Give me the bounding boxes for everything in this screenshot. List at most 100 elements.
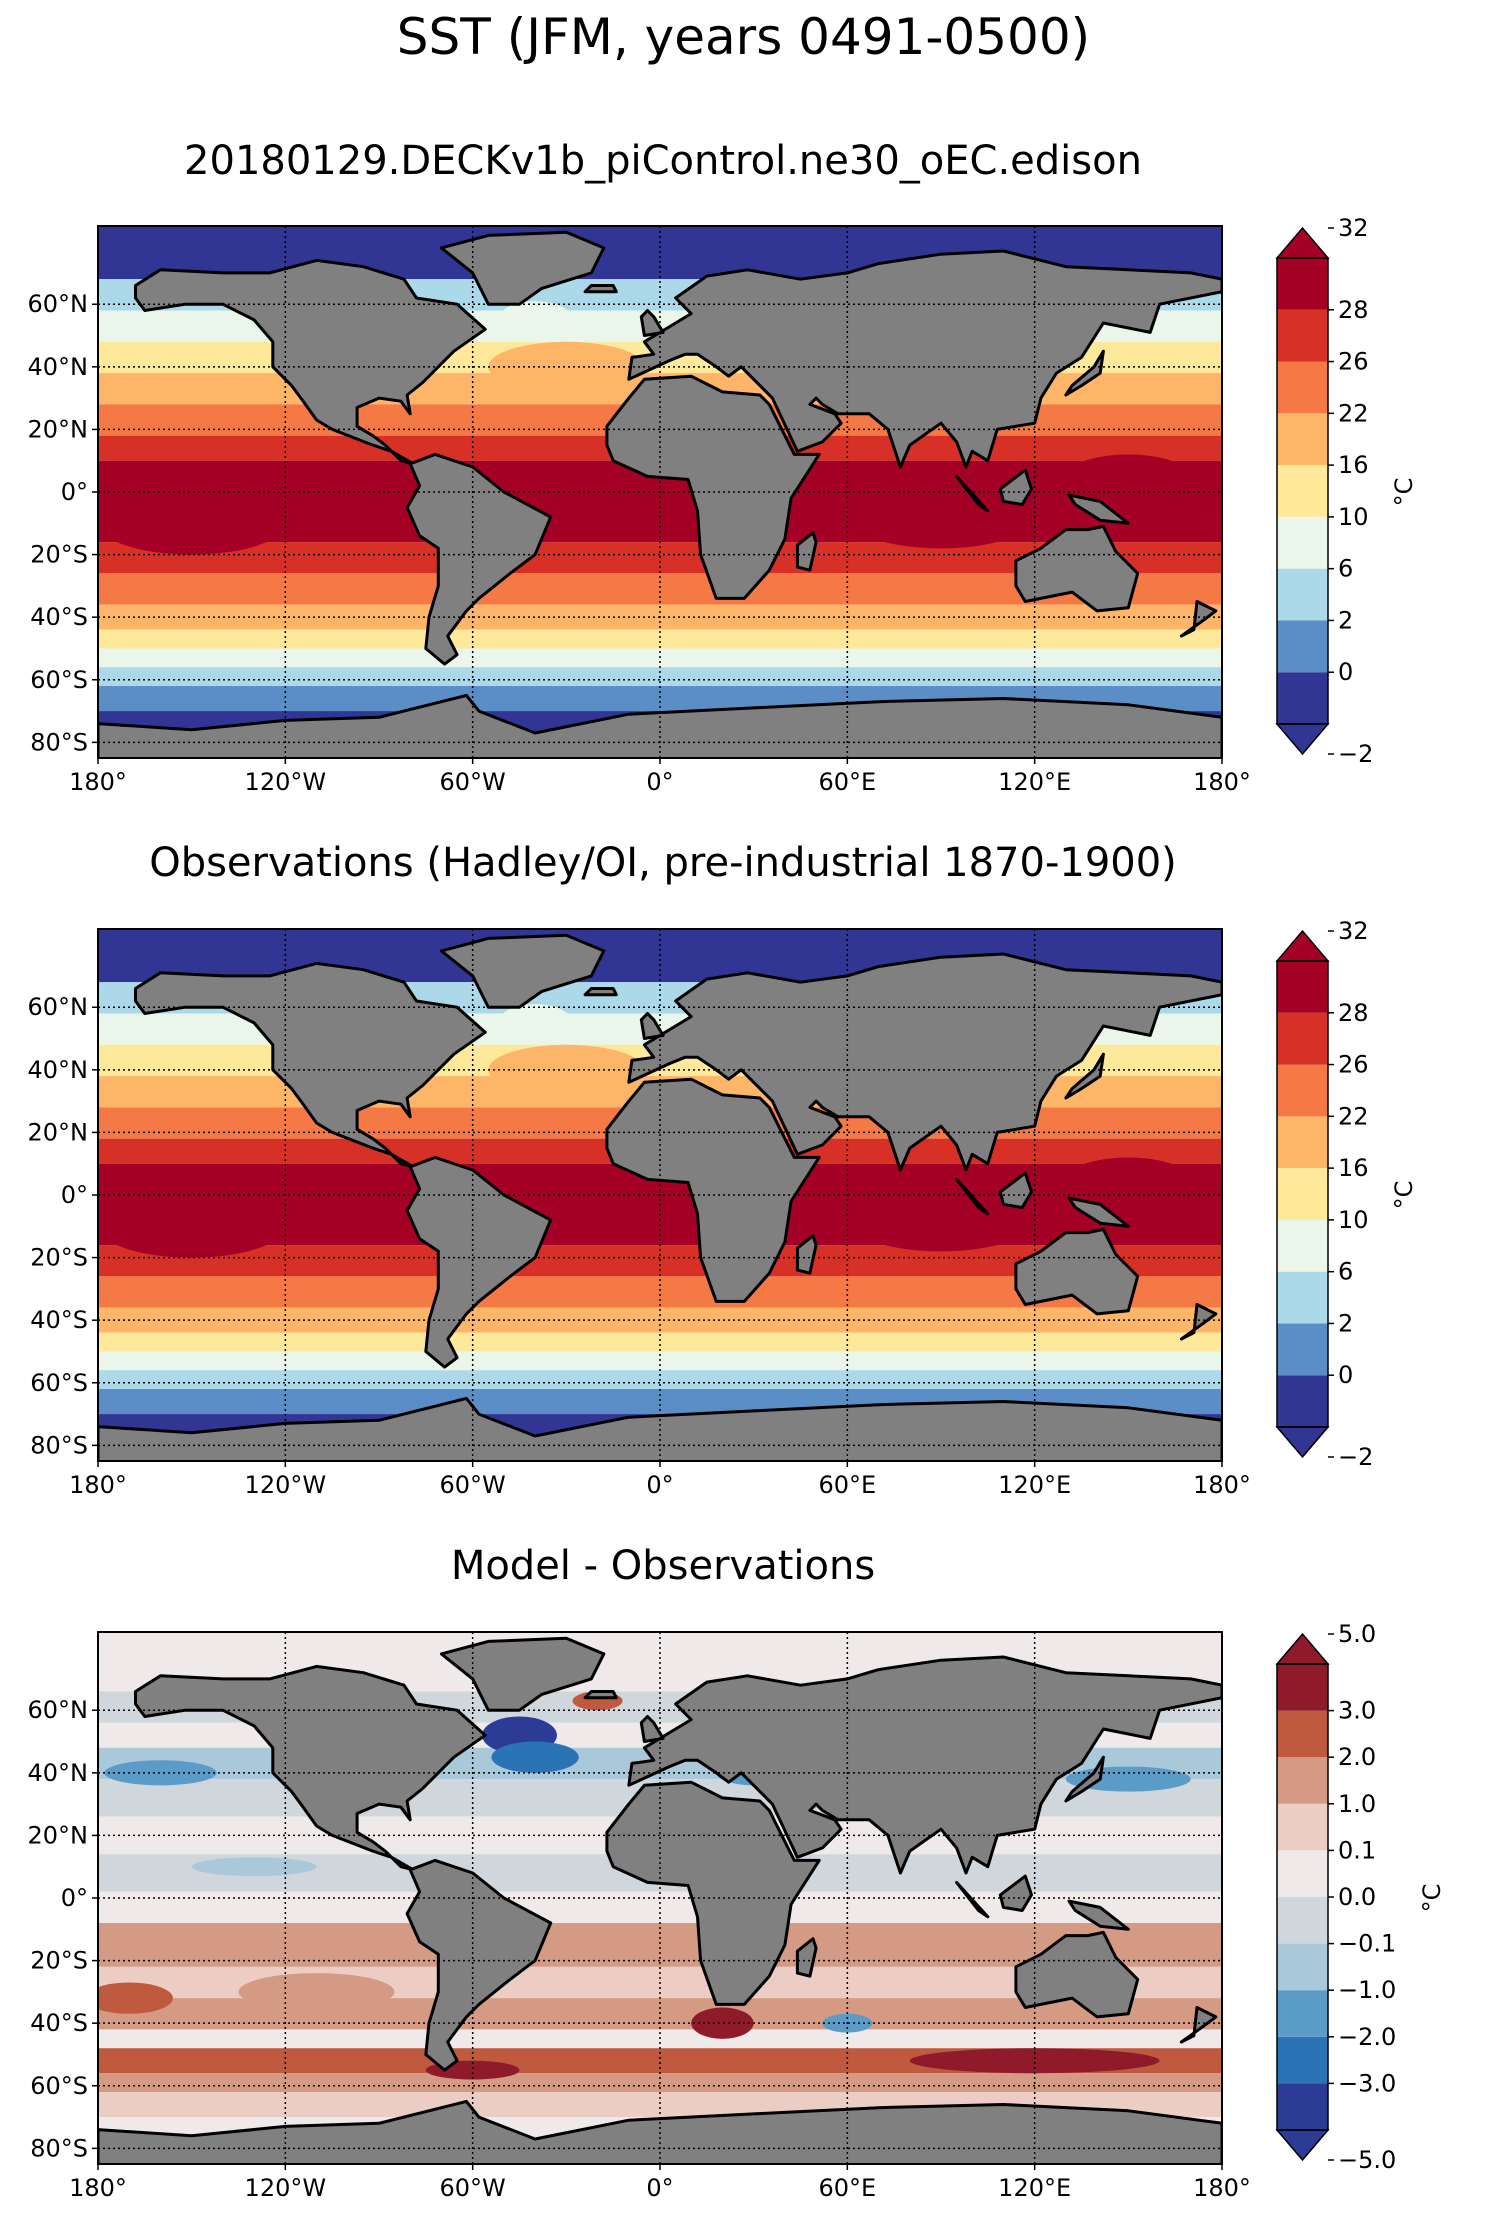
land-mass	[405, 452, 553, 666]
land-mass	[795, 531, 818, 572]
colorbar-tick-label: 16	[1338, 451, 1369, 479]
colorbar-segment	[1277, 361, 1328, 414]
colorbar-segment	[1277, 1116, 1328, 1169]
y-tick-label: 60°S	[30, 666, 88, 694]
colorbar-tick-label: −1.0	[1338, 1976, 1396, 2004]
land-mass	[134, 258, 487, 466]
land-mass	[1014, 1930, 1140, 2019]
colorbar-label: °C	[1418, 1884, 1446, 1913]
colorbar-segment	[1277, 258, 1328, 310]
land-mass	[795, 1937, 818, 1978]
land-mass	[1064, 349, 1105, 397]
y-tick-label: 60°S	[30, 2072, 88, 2100]
land-mass	[1179, 600, 1218, 638]
colorbar-tick-label: 22	[1338, 399, 1369, 427]
panel-title-model: 20180129.DECKv1b_piControl.ne30_oEC.edis…	[184, 138, 1142, 184]
colorbar-tick-label: 28	[1338, 999, 1369, 1027]
colorbar-tick-label: −2	[1338, 1443, 1373, 1471]
land-mass	[627, 952, 1222, 1172]
y-tick-label: 40°S	[30, 2009, 88, 2037]
colorbar-segment	[1277, 2036, 1328, 2084]
y-tick-label: 0°	[61, 1884, 88, 1912]
colorbar-tick-label: 6	[1338, 555, 1353, 583]
colorbar-segment	[1277, 620, 1328, 673]
x-tick-label: 120°W	[245, 768, 327, 796]
x-tick-label: 180°	[69, 768, 127, 796]
y-tick-label: 60°N	[28, 993, 89, 1021]
land-mass	[134, 1664, 487, 1872]
y-tick-label: 20°N	[28, 1118, 89, 1146]
colorbar-tick-label: 10	[1338, 1206, 1369, 1234]
land-mass	[955, 474, 990, 513]
land-mass	[134, 961, 487, 1169]
colorbar-tick-label: 26	[1338, 1051, 1369, 1079]
colorbar-segment	[1277, 1990, 1328, 2037]
colorbar-segment	[1277, 2083, 1328, 2130]
x-tick-label: 120°W	[245, 1471, 327, 1499]
field-region	[488, 1044, 645, 1095]
y-tick-label: 40°N	[28, 1056, 89, 1084]
land-mass	[955, 1880, 990, 1919]
colorbar-tick-label: 32	[1338, 214, 1369, 242]
x-tick-label: 0°	[646, 2174, 673, 2202]
colorbar-tick-label: 2.0	[1338, 1743, 1376, 1771]
field-region	[497, 1004, 573, 1042]
colorbar-segment	[1277, 1323, 1328, 1376]
land-mass	[627, 249, 1222, 469]
field-region	[847, 1188, 1035, 1252]
y-tick-label: 20°S	[30, 541, 88, 569]
field-region	[98, 492, 286, 555]
field-region	[691, 2007, 754, 2039]
land-mass	[583, 987, 618, 997]
colorbar-segment	[1277, 568, 1328, 621]
land-mass	[1067, 1196, 1130, 1228]
colorbar-tick-label: 22	[1338, 1102, 1369, 1130]
y-tick-label: 40°N	[28, 1759, 89, 1787]
colorbar-segment	[1277, 1271, 1328, 1324]
field-region	[98, 1982, 173, 2014]
land-mass	[1014, 524, 1140, 613]
x-tick-label: 0°	[646, 1471, 673, 1499]
colorbar-segment	[1277, 1943, 1328, 1991]
x-tick-label: 60°E	[818, 768, 876, 796]
land-mass	[439, 1636, 606, 1712]
land-mass	[1064, 1052, 1105, 1100]
colorbar-label: °C	[1390, 1181, 1418, 1210]
x-tick-label: 120°E	[998, 2174, 1071, 2202]
land-mass	[998, 468, 1033, 506]
land-mass	[583, 1690, 618, 1700]
x-tick-label: 120°E	[998, 1471, 1071, 1499]
colorbar-segment	[1277, 1219, 1328, 1272]
field-region	[847, 485, 1035, 549]
colorbar-segment	[1277, 465, 1328, 517]
x-tick-label: 120°W	[245, 2174, 327, 2202]
field-region	[238, 1973, 395, 2011]
colorbar-tick-label: 2	[1338, 1309, 1353, 1337]
colorbar-segment	[1277, 961, 1328, 1013]
x-tick-label: 60°W	[440, 1471, 506, 1499]
colorbar-tick-label: 0.0	[1338, 1883, 1376, 1911]
colorbar-frame	[1276, 257, 1329, 725]
field-region	[104, 1760, 217, 1786]
x-tick-label: 180°	[1193, 768, 1251, 796]
colorbar-segment	[1277, 1710, 1328, 1758]
colorbar-tick-label: 28	[1338, 296, 1369, 324]
colorbar-tick-label: 0.1	[1338, 1836, 1376, 1864]
y-tick-label: 20°N	[28, 1821, 89, 1849]
y-tick-label: 0°	[61, 1181, 88, 1209]
land-mass	[998, 1874, 1033, 1912]
y-tick-label: 40°N	[28, 353, 89, 381]
land-mass	[1067, 493, 1130, 525]
field-region	[497, 301, 573, 339]
x-tick-label: 180°	[1193, 1471, 1251, 1499]
colorbar-segment	[1277, 1757, 1328, 1804]
colorbar-segment	[1277, 1850, 1328, 1897]
colorbar-tick-label: 5.0	[1338, 1620, 1376, 1648]
colorbar-tick-label: 0	[1338, 658, 1353, 686]
colorbar-segment	[1277, 1897, 1328, 1944]
x-tick-label: 180°	[1193, 2174, 1251, 2202]
colorbar-segment	[1277, 1064, 1328, 1117]
colorbar-tick-label: 26	[1338, 348, 1369, 376]
colorbar-tick-label: 3.0	[1338, 1697, 1376, 1725]
